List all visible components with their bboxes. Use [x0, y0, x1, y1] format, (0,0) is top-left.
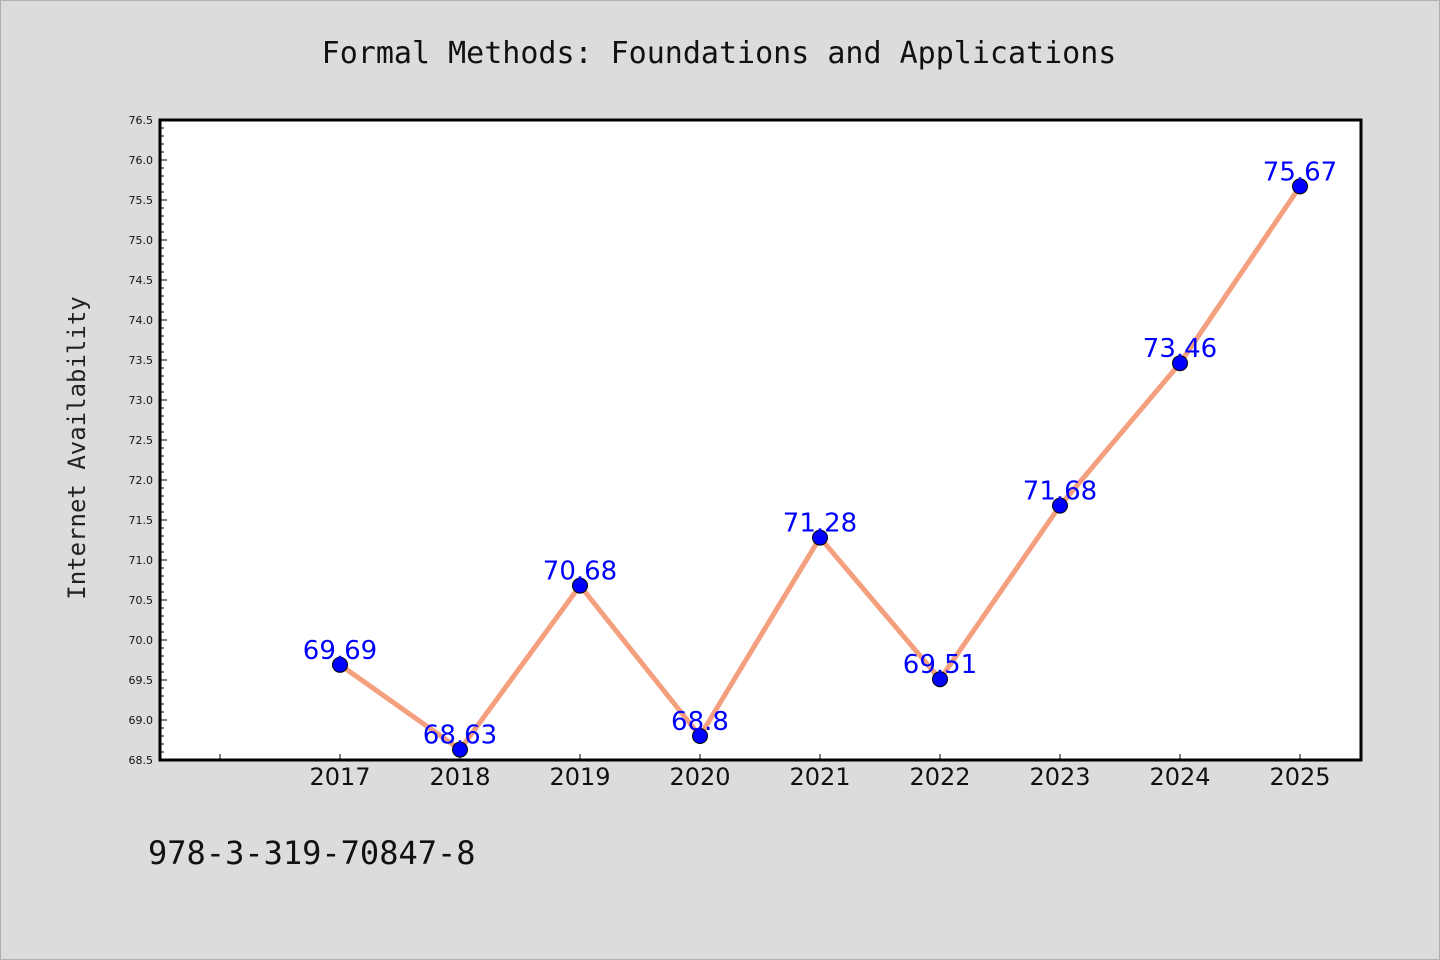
y-tick-label: 69.5	[129, 674, 154, 687]
y-tick-label: 73.0	[129, 394, 154, 407]
data-point	[692, 728, 708, 744]
y-tick-label: 71.0	[129, 554, 154, 567]
data-point	[332, 656, 348, 673]
x-tick-label: 2024	[1149, 763, 1210, 791]
data-point	[1172, 355, 1188, 372]
data-point	[452, 741, 468, 758]
data-label: 68.63	[423, 721, 497, 751]
y-tick-label: 74.5	[129, 274, 154, 287]
x-tick-label: 2019	[549, 763, 610, 791]
y-tick-label: 75.0	[129, 234, 154, 247]
y-axis: 68.5 69.0 69.5 70.0 70.5 71.0 71.5 72.0 72.5 73.0…	[129, 114, 167, 767]
chart-title: Formal Methods: Foundations and Applicat…	[322, 36, 1117, 71]
y-tick-label: 72.0	[129, 474, 154, 487]
y-tick-label: 68.5	[129, 754, 154, 767]
data-label: 69.69	[303, 636, 377, 666]
y-tick-label: 75.5	[129, 194, 154, 207]
y-tick-label: 69.0	[129, 714, 154, 727]
plot-area	[158, 118, 1363, 762]
data-point	[812, 529, 828, 546]
data-label: 71.68	[1023, 477, 1097, 507]
y-tick-label: 74.0	[129, 314, 154, 327]
y-axis-label: Internet Availability	[63, 296, 91, 599]
data-point	[572, 577, 588, 594]
x-tick-label: 2021	[789, 763, 850, 791]
isbn-annotation: 978-3-319-70847-8	[148, 834, 476, 872]
data-label: 71.28	[783, 509, 857, 539]
y-tick-label: 76.0	[129, 154, 154, 167]
data-label: 68.8	[671, 707, 729, 737]
y-tick-label: 76.5	[129, 114, 154, 127]
data-label: 70.68	[543, 557, 617, 587]
data-point	[1052, 497, 1068, 514]
data-point	[1292, 178, 1308, 195]
y-tick-label: 70.0	[129, 634, 154, 647]
data-point	[932, 671, 948, 688]
x-axis: 2017 2018 2019 2020 2021 2022 2023 2024 2025	[219, 754, 1331, 791]
data-label: 75.67	[1263, 157, 1337, 187]
x-tick-label: 2023	[1029, 763, 1090, 791]
x-tick-label: 2017	[309, 763, 370, 791]
x-tick-label: 2020	[669, 763, 730, 791]
data-label: 69.51	[903, 650, 977, 680]
x-tick-label: 2018	[429, 763, 490, 791]
data-labels: 69.69 68.63 70.68 68.8 71.28 69.51 71.68 73.46 7…	[303, 157, 1337, 750]
y-tick-label: 71.5	[129, 514, 154, 527]
x-tick-label: 2022	[909, 763, 970, 791]
data-points	[332, 178, 1308, 758]
y-tick-label: 72.5	[129, 434, 154, 447]
y-tick-label: 73.5	[129, 354, 154, 367]
data-label: 73.46	[1143, 334, 1217, 364]
y-tick-label: 70.5	[129, 594, 154, 607]
x-tick-label: 2025	[1269, 763, 1330, 791]
